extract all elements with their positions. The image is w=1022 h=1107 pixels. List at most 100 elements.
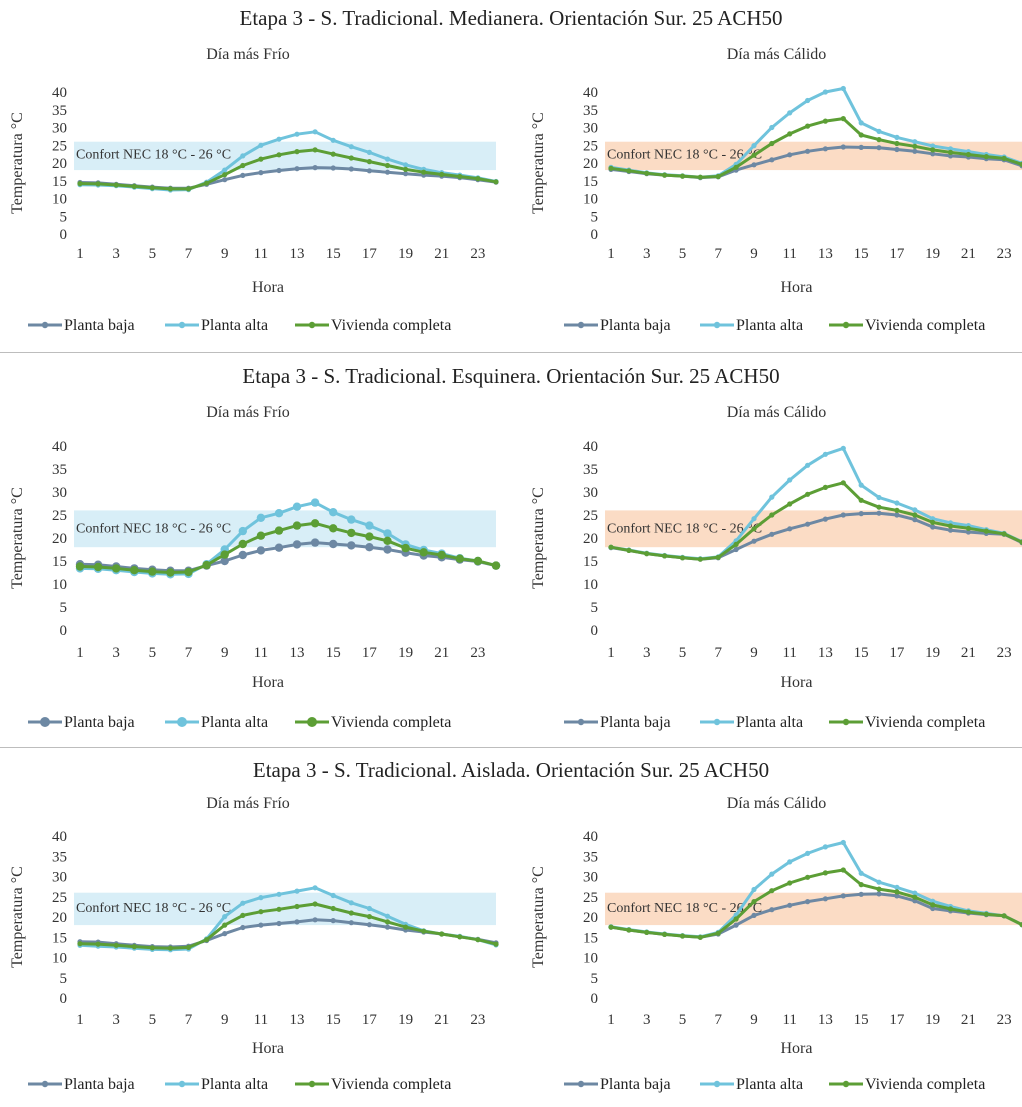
chart-2: Día más Cálido Confort NEC 18 °C - 26 °C 0… xyxy=(530,46,1022,334)
data-point xyxy=(403,171,409,177)
x-tick-label: 15 xyxy=(854,246,869,262)
data-point xyxy=(330,905,336,912)
data-point xyxy=(256,513,266,522)
data-point xyxy=(894,146,900,153)
data-point xyxy=(912,517,918,523)
data-point xyxy=(276,920,282,927)
x-tick-label: 15 xyxy=(854,1012,869,1028)
y-tick-label: 30 xyxy=(52,121,67,137)
data-point xyxy=(894,884,900,890)
data-point xyxy=(858,144,864,150)
y-tick-label: 30 xyxy=(52,870,67,886)
y-tick-label: 15 xyxy=(52,554,67,570)
data-point xyxy=(312,147,318,153)
panel-title: Día más Frío xyxy=(206,404,290,421)
data-point xyxy=(876,886,882,892)
data-point xyxy=(276,891,282,897)
data-point xyxy=(403,162,409,168)
x-tick-label: 5 xyxy=(679,246,687,262)
y-tick-label: 25 xyxy=(52,508,67,524)
x-tick-label: 17 xyxy=(362,1012,378,1028)
data-point xyxy=(383,545,392,554)
data-point xyxy=(366,168,372,174)
data-point xyxy=(840,85,846,92)
data-point xyxy=(77,941,83,947)
data-point xyxy=(202,560,211,570)
data-point xyxy=(148,567,157,576)
legend-label: Planta alta xyxy=(201,1076,268,1093)
data-point xyxy=(204,937,210,943)
x-tick-label: 21 xyxy=(434,1012,449,1028)
legend-label: Planta baja xyxy=(600,714,671,731)
y-tick-label: 0 xyxy=(60,623,68,639)
data-point xyxy=(384,162,391,169)
x-tick-label: 21 xyxy=(434,645,449,661)
y-tick-label: 25 xyxy=(583,890,598,906)
data-point xyxy=(348,155,354,161)
data-point xyxy=(733,922,739,928)
y-tick-label: 10 xyxy=(583,951,598,967)
data-point xyxy=(805,97,811,104)
data-point xyxy=(805,850,811,856)
x-tick-label: 19 xyxy=(398,1012,413,1028)
x-tick-label: 5 xyxy=(679,1012,687,1028)
comfort-label: Confort NEC 18 °C - 26 °C xyxy=(76,901,231,916)
comfort-label: Confort NEC 18 °C - 26 °C xyxy=(607,901,762,916)
data-point xyxy=(222,914,228,920)
data-point xyxy=(1019,539,1022,545)
series-line xyxy=(610,117,1022,179)
chart-5: Día más Frío Confort NEC 18 °C - 26 °C 0 5 1… xyxy=(9,795,499,1093)
data-point xyxy=(384,919,391,925)
data-point xyxy=(769,494,775,500)
data-point xyxy=(930,898,936,904)
data-point xyxy=(787,131,793,137)
data-point xyxy=(787,880,793,886)
data-point xyxy=(769,124,775,131)
data-point xyxy=(222,167,228,173)
x-tick-label: 9 xyxy=(221,1012,229,1028)
y-tick-label: 15 xyxy=(52,930,67,946)
data-point xyxy=(912,894,918,900)
data-point xyxy=(787,902,793,908)
legend-label: Planta alta xyxy=(736,714,803,731)
data-point xyxy=(733,546,739,553)
data-point xyxy=(626,168,632,174)
y-tick-label: 0 xyxy=(591,623,599,639)
data-point xyxy=(608,165,614,171)
series-line xyxy=(79,148,497,191)
data-point xyxy=(662,931,668,937)
x-tick-label: 7 xyxy=(185,246,193,262)
data-point xyxy=(840,480,846,486)
data-point xyxy=(238,539,247,549)
data-point xyxy=(329,539,338,549)
data-point xyxy=(366,922,372,928)
data-point xyxy=(840,445,846,451)
legend-marker xyxy=(177,717,187,727)
comfort-band xyxy=(74,141,496,171)
data-point xyxy=(329,508,338,517)
section-divider-2 xyxy=(0,747,1022,748)
data-point xyxy=(1001,531,1007,537)
data-point xyxy=(751,912,757,918)
data-point xyxy=(769,888,775,894)
x-tick-label: 5 xyxy=(679,645,687,661)
data-point xyxy=(822,896,828,902)
y-tick-label: 20 xyxy=(583,156,598,172)
y-tick-label: 15 xyxy=(583,930,598,946)
chart-6: Día más Cálido Confort NEC 18 °C - 26 °C 0… xyxy=(530,795,1022,1093)
x-tick-label: 1 xyxy=(76,1012,84,1028)
data-point xyxy=(112,564,121,573)
data-point xyxy=(1019,161,1022,167)
x-tick-label: 3 xyxy=(643,645,651,661)
data-point xyxy=(876,891,882,897)
data-point xyxy=(294,166,300,172)
data-point xyxy=(822,146,828,152)
series-line xyxy=(610,481,1022,561)
data-point xyxy=(805,521,811,527)
data-point xyxy=(894,134,900,140)
data-point xyxy=(274,509,284,518)
data-point xyxy=(491,561,501,570)
data-point xyxy=(822,118,828,124)
data-point xyxy=(894,140,900,147)
x-tick-label: 3 xyxy=(112,645,120,661)
